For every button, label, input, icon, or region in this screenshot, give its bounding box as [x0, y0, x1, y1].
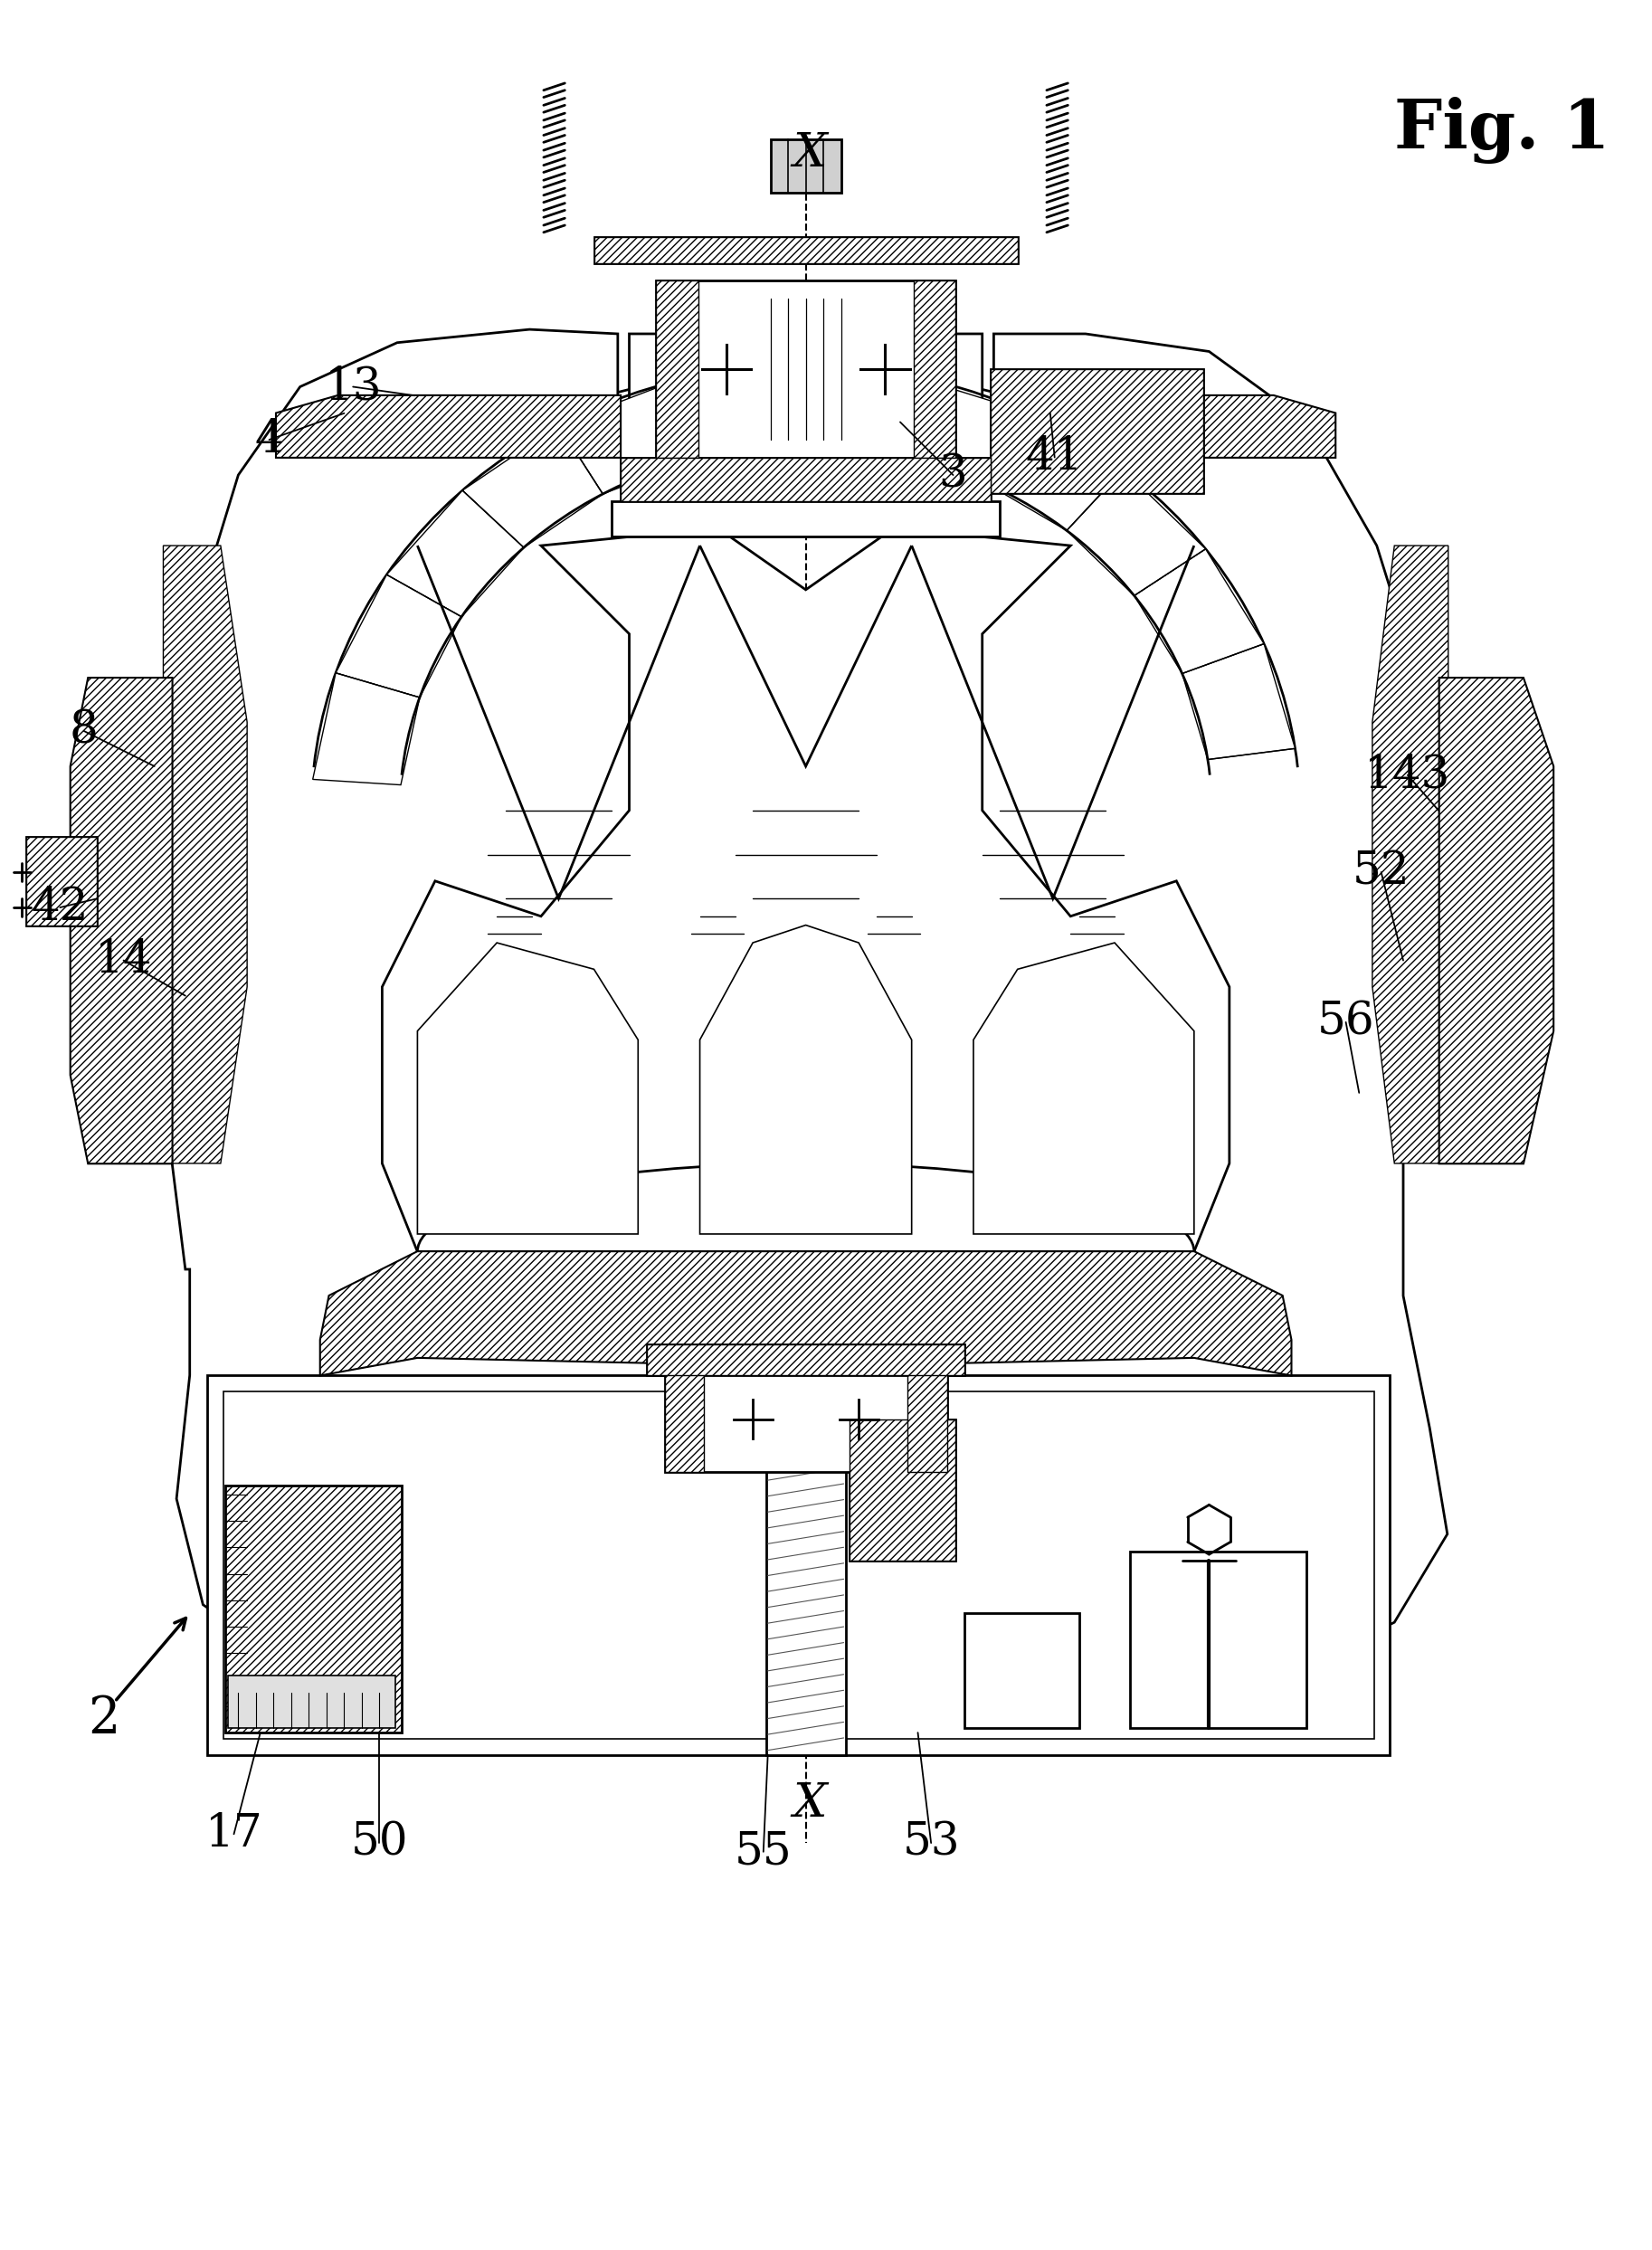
Polygon shape: [1439, 677, 1553, 1163]
Polygon shape: [382, 529, 1229, 1251]
Polygon shape: [312, 673, 420, 785]
Polygon shape: [991, 396, 1335, 457]
Polygon shape: [983, 410, 1123, 531]
Bar: [26, 837, 97, 925]
Text: 8: 8: [69, 709, 97, 754]
Text: 17: 17: [205, 1811, 263, 1856]
Text: 3: 3: [938, 452, 968, 497]
Bar: [648, 1343, 965, 1375]
Text: 4: 4: [254, 416, 284, 461]
Text: X: X: [793, 1780, 828, 1827]
Bar: [621, 457, 991, 502]
Polygon shape: [71, 677, 172, 1163]
Text: 55: 55: [735, 1829, 793, 1874]
Bar: [664, 1366, 704, 1472]
Bar: [228, 1676, 395, 1728]
Bar: [648, 1343, 965, 1375]
Bar: [767, 1447, 846, 1755]
Bar: [664, 1366, 947, 1472]
Bar: [770, 140, 841, 193]
Polygon shape: [71, 677, 172, 1163]
Bar: [208, 1375, 1389, 1755]
Text: 2: 2: [88, 1694, 121, 1744]
Bar: [611, 502, 999, 538]
Text: 13: 13: [324, 364, 382, 409]
Polygon shape: [890, 376, 1023, 481]
Polygon shape: [463, 425, 603, 547]
Bar: [1130, 1552, 1307, 1728]
Text: 56: 56: [1317, 999, 1374, 1044]
Text: 52: 52: [1353, 850, 1409, 896]
Polygon shape: [669, 367, 791, 459]
Bar: [225, 1485, 401, 1732]
Polygon shape: [164, 544, 248, 1163]
Polygon shape: [335, 574, 461, 698]
Bar: [621, 457, 991, 502]
Polygon shape: [1439, 677, 1553, 1163]
Polygon shape: [320, 1251, 1292, 1375]
Text: 50: 50: [350, 1820, 408, 1865]
Polygon shape: [991, 396, 1335, 457]
Polygon shape: [418, 943, 638, 1233]
Polygon shape: [387, 491, 524, 617]
Polygon shape: [788, 367, 909, 452]
Text: 53: 53: [902, 1820, 960, 1865]
Polygon shape: [320, 1251, 1292, 1375]
Bar: [849, 1420, 957, 1561]
Bar: [907, 1366, 947, 1472]
Polygon shape: [973, 943, 1194, 1233]
Polygon shape: [1135, 549, 1264, 673]
Polygon shape: [700, 925, 912, 1233]
Bar: [849, 1420, 957, 1561]
Bar: [595, 236, 1018, 263]
Text: 143: 143: [1365, 754, 1450, 796]
Bar: [656, 281, 957, 457]
Polygon shape: [1183, 643, 1295, 760]
Bar: [595, 236, 1018, 263]
Bar: [991, 369, 1203, 493]
Polygon shape: [164, 328, 1447, 1683]
Polygon shape: [276, 396, 621, 457]
Bar: [26, 837, 97, 925]
Polygon shape: [1067, 470, 1206, 596]
Polygon shape: [1373, 544, 1449, 1163]
Bar: [914, 281, 957, 457]
Text: 41: 41: [1026, 434, 1084, 479]
Bar: [991, 369, 1203, 493]
Polygon shape: [558, 382, 694, 495]
Bar: [656, 281, 699, 457]
Bar: [223, 1390, 1374, 1739]
Ellipse shape: [162, 369, 1450, 1429]
Text: Fig. 1: Fig. 1: [1394, 97, 1611, 164]
Text: X: X: [793, 130, 828, 176]
Text: 42: 42: [31, 884, 89, 929]
Polygon shape: [276, 396, 621, 457]
Bar: [965, 1613, 1079, 1728]
Text: 14: 14: [94, 938, 152, 983]
